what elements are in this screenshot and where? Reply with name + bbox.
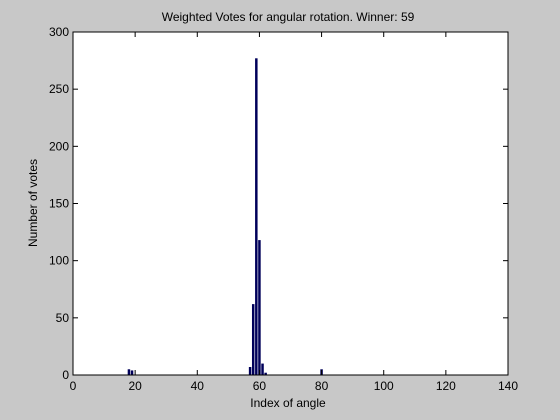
bar xyxy=(128,369,130,375)
x-axis-label: Index of angle xyxy=(250,396,326,410)
chart-title: Weighted Votes for angular rotation. Win… xyxy=(162,10,415,24)
bar xyxy=(255,58,257,375)
x-tick-label: 20 xyxy=(128,379,142,393)
x-tick-label: 80 xyxy=(315,379,329,393)
bar xyxy=(131,370,133,375)
x-tick-label: 0 xyxy=(70,379,77,393)
bar xyxy=(258,240,260,375)
y-tick-label: 300 xyxy=(49,25,69,39)
x-tick-label: 40 xyxy=(191,379,205,393)
y-tick-label: 0 xyxy=(62,368,69,382)
x-tick-label: 140 xyxy=(498,379,518,393)
y-tick-label: 50 xyxy=(56,311,70,325)
bar xyxy=(249,367,251,375)
bar xyxy=(252,304,254,375)
x-tick-label: 60 xyxy=(253,379,267,393)
plot-area xyxy=(73,32,508,375)
y-tick-label: 200 xyxy=(49,139,69,153)
x-tick-label: 100 xyxy=(374,379,394,393)
y-tick-label: 250 xyxy=(49,82,69,96)
y-tick-label: 150 xyxy=(49,197,69,211)
y-axis-label: Number of votes xyxy=(26,159,40,247)
bar xyxy=(261,364,263,375)
y-tick-label: 100 xyxy=(49,254,69,268)
x-tick-label: 120 xyxy=(436,379,456,393)
